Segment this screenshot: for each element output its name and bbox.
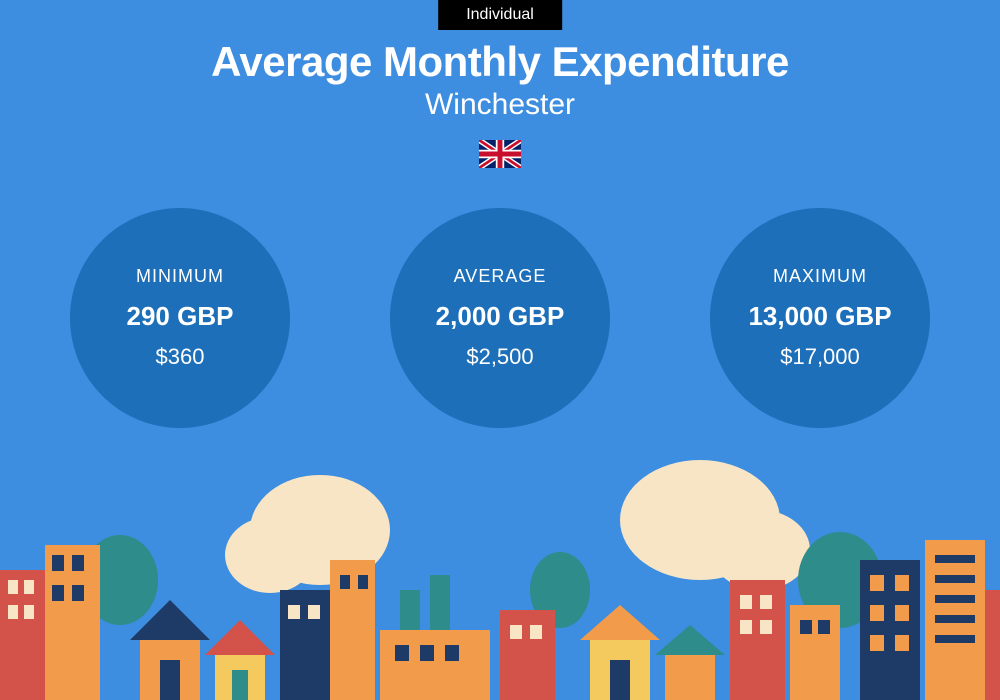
stat-value: 2,000 GBP bbox=[436, 301, 565, 332]
stat-value: 290 GBP bbox=[127, 301, 234, 332]
stat-circle-minimum: MINIMUM 290 GBP $360 bbox=[70, 208, 290, 428]
uk-flag-icon bbox=[479, 140, 521, 168]
stat-usd: $17,000 bbox=[780, 344, 860, 370]
stat-label: MINIMUM bbox=[136, 266, 224, 287]
stat-circles-row: MINIMUM 290 GBP $360 AVERAGE 2,000 GBP $… bbox=[0, 208, 1000, 428]
stat-circle-average: AVERAGE 2,000 GBP $2,500 bbox=[390, 208, 610, 428]
city-name: Winchester bbox=[0, 88, 1000, 122]
stat-label: AVERAGE bbox=[454, 266, 547, 287]
stat-usd: $360 bbox=[156, 344, 205, 370]
category-badge: Individual bbox=[438, 0, 562, 30]
city-illustration bbox=[0, 460, 1000, 700]
stat-value: 13,000 GBP bbox=[748, 301, 891, 332]
stat-circle-maximum: MAXIMUM 13,000 GBP $17,000 bbox=[710, 208, 930, 428]
stat-usd: $2,500 bbox=[466, 344, 533, 370]
page-title: Average Monthly Expenditure bbox=[0, 38, 1000, 86]
stat-label: MAXIMUM bbox=[773, 266, 867, 287]
